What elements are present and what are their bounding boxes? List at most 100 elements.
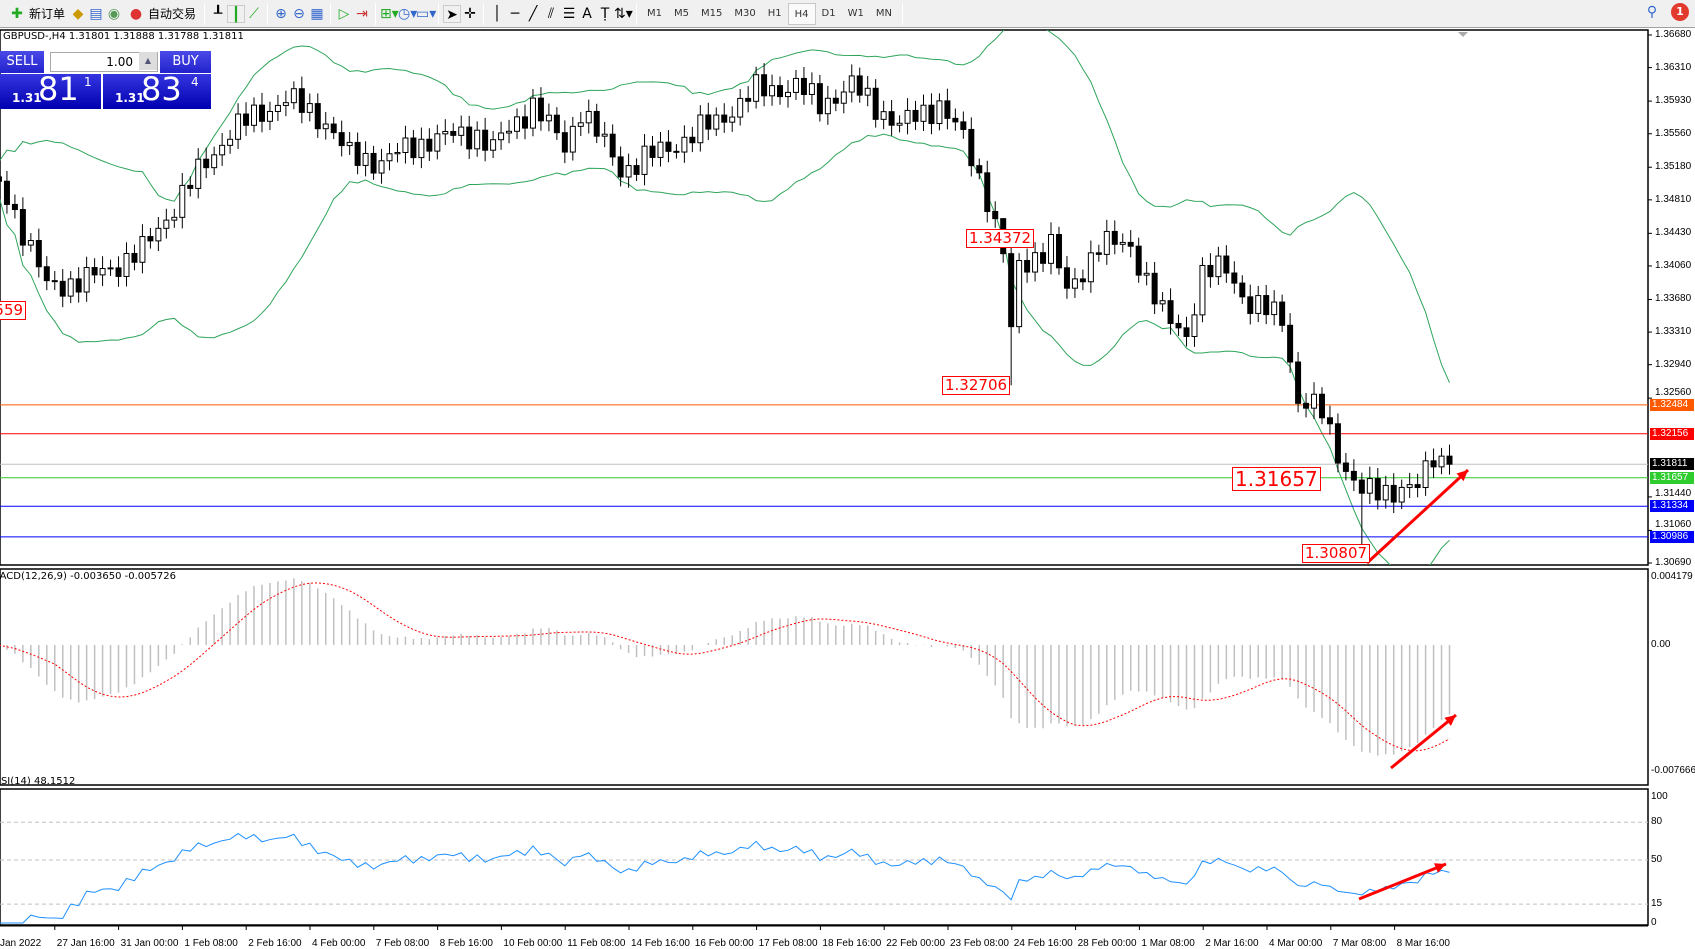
rsi-axis-label: 50 <box>1651 854 1663 865</box>
pane-border-0 <box>0 29 1649 566</box>
periods-clock-icon[interactable]: ◷▾ <box>398 5 418 22</box>
bear-candle <box>1183 327 1190 337</box>
one-click-trading-panel: SELL ▼ 1.00 ▲ BUY 1.31 81 1 1.31 83 4 <box>0 51 212 109</box>
bull-candle <box>322 123 329 130</box>
horizontal-line-icon[interactable]: ─ <box>510 5 520 22</box>
fibonacci-icon[interactable]: ☰ <box>562 5 576 22</box>
bear-candle <box>721 114 728 123</box>
signal-icon[interactable]: ◉ <box>107 5 121 22</box>
bull-candle <box>1382 484 1389 501</box>
bear-candle <box>888 111 895 126</box>
trendline-icon[interactable]: ╱ <box>528 5 538 22</box>
search-icon[interactable]: ⚲ <box>1646 4 1658 20</box>
sell-price[interactable]: 1.31 81 1 <box>0 70 101 109</box>
bear-candle <box>960 121 967 130</box>
bear-candle <box>131 252 138 263</box>
bear-candle <box>617 156 624 178</box>
separator <box>267 2 269 25</box>
crosshair-icon[interactable]: ✛ <box>464 5 476 22</box>
text-icon[interactable]: A <box>582 5 592 22</box>
bull-candle <box>211 154 218 169</box>
bear-candle <box>91 267 98 276</box>
bull-candle <box>585 110 592 124</box>
bear-candle <box>649 145 656 158</box>
arrows-icon[interactable]: ⇅▾ <box>614 5 633 22</box>
bear-candle <box>1350 470 1357 481</box>
time-axis-label: 4 Feb 00:00 <box>312 938 366 949</box>
zoom-out-icon[interactable]: ⊖ <box>293 5 305 22</box>
sell-price-pips: 81 <box>38 70 79 108</box>
pane-border-2 <box>0 788 1649 926</box>
bull-candle <box>1215 255 1222 278</box>
bull-candle <box>1366 478 1373 494</box>
auto-trading-button[interactable]: ● 自动交易 <box>123 2 200 26</box>
price-axis-label: 1.30690 <box>1655 557 1692 569</box>
new-order-button[interactable]: ✚ 新订单 <box>4 2 69 26</box>
separator <box>438 2 440 25</box>
bull-candle <box>697 114 704 144</box>
notification-badge[interactable]: 1 <box>1671 3 1689 21</box>
timeframe-w1[interactable]: W1 <box>847 7 864 19</box>
text-label-icon[interactable]: Ṭ <box>600 5 610 22</box>
navigator-icon[interactable]: ▤ <box>89 5 103 22</box>
bull-candle <box>713 114 720 130</box>
bull-candle <box>506 130 513 134</box>
market-watch-icon[interactable]: ◆ <box>72 5 84 22</box>
bar-chart-icon[interactable]: ┸ <box>213 5 223 22</box>
chart-shift-icon[interactable]: ⇥ <box>356 5 368 22</box>
price-level-label: 1.30986 <box>1650 530 1694 543</box>
bull-candle <box>474 129 481 150</box>
price-axis-label: 1.35180 <box>1655 161 1692 173</box>
bear-candle <box>537 97 544 122</box>
indicators-icon[interactable]: ⊞▾ <box>380 5 399 22</box>
timeframe-h1[interactable]: H1 <box>767 7 782 19</box>
bear-candle <box>1247 296 1254 314</box>
equidistant-channel-icon[interactable]: ⫽ <box>547 5 555 22</box>
bear-candle <box>203 158 210 169</box>
time-axis-label: 1 Mar 08:00 <box>1141 938 1195 949</box>
bull-candle <box>171 216 178 221</box>
lot-increase-button[interactable]: ▲ <box>139 52 157 70</box>
bear-candle <box>928 104 935 125</box>
timeframe-mn[interactable]: MN <box>875 7 892 19</box>
macd-trend-arrow <box>1390 713 1457 770</box>
price-marker-label: 1.31657 <box>1232 466 1321 491</box>
timeframe-d1[interactable]: D1 <box>821 7 836 19</box>
vertical-line-icon[interactable]: │ <box>492 5 502 22</box>
buy-price[interactable]: 1.31 83 4 <box>103 70 211 109</box>
bull-candle <box>227 138 234 146</box>
bear-candle <box>482 129 489 151</box>
toolbar: ✚ 新订单 ◆ ▤ ◉ ● 自动交易 ┸ ┃ ⟋ ⊕ ⊖ ▦ ▷ ⇥ ⊞▾ ◷▾ ▭… <box>0 0 1695 28</box>
zoom-in-icon[interactable]: ⊕ <box>275 5 287 22</box>
bull-candle <box>1199 264 1206 316</box>
lot-input[interactable]: 1.00 <box>50 52 158 72</box>
bear-candle <box>75 278 82 293</box>
timeframe-m1[interactable]: M1 <box>647 7 663 19</box>
tile-windows-icon[interactable]: ▦ <box>310 5 324 22</box>
timeframe-m30[interactable]: M30 <box>734 7 756 19</box>
bull-candle <box>107 267 114 270</box>
buy-button[interactable]: BUY <box>160 51 211 73</box>
bull-candle <box>251 104 258 126</box>
chart-window[interactable]: GBPUSD-,H4 1.31801 1.31888 1.31788 1.318… <box>0 28 1695 949</box>
bear-candle <box>1295 361 1302 404</box>
chart-canvas[interactable] <box>0 28 1695 948</box>
bull-candle <box>1398 486 1405 503</box>
bear-candle <box>816 83 823 115</box>
bear-candle <box>0 176 2 182</box>
candlestick-chart-icon[interactable]: ┃ <box>227 4 246 23</box>
line-chart-icon[interactable]: ⟋ <box>249 5 259 22</box>
cursor-icon[interactable]: ➤ <box>443 4 462 23</box>
timeframe-m15[interactable]: M15 <box>701 7 723 19</box>
price-level-label: 1.31811 <box>1650 458 1694 471</box>
bull-candle <box>864 87 871 96</box>
timeframe-m5[interactable]: M5 <box>674 7 690 19</box>
time-axis-label: 28 Feb 00:00 <box>1077 938 1137 949</box>
templates-icon[interactable]: ▭▾ <box>416 5 437 22</box>
auto-scroll-icon[interactable]: ▷ <box>338 5 350 22</box>
sell-button[interactable]: SELL <box>0 51 44 73</box>
bull-candle <box>27 240 34 246</box>
bear-candle <box>1446 455 1453 465</box>
time-axis-label: 10 Feb 00:00 <box>503 938 563 949</box>
timeframe-h4[interactable]: H4 <box>787 2 816 25</box>
